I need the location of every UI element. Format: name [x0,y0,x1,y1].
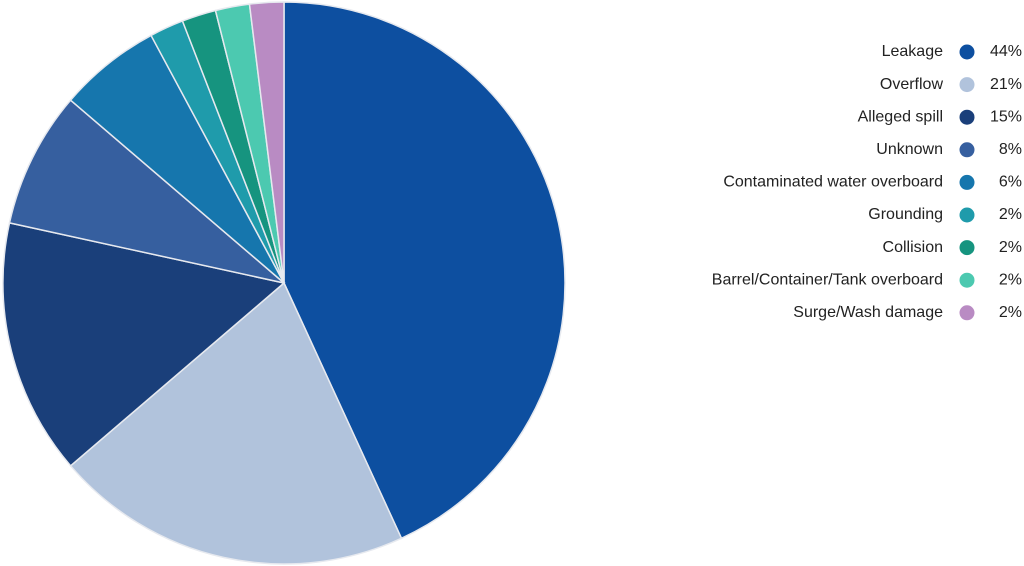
legend-swatch [959,272,975,288]
legend-swatch [959,77,975,93]
legend-swatch [959,109,975,125]
legend-label: Unknown [876,141,943,158]
legend-swatch [959,142,975,158]
pie-slice [248,1,285,284]
legend-label: Leakage [882,43,943,60]
legend-label: Overflow [880,76,944,93]
pie-slice [8,99,285,284]
legend-label: Grounding [868,206,943,223]
legend-value: 2% [999,206,1022,223]
legend-swatch [959,174,975,190]
legend-value: 2% [999,304,1022,321]
pie-slice [69,281,403,565]
legend-value: 2% [999,271,1022,288]
legend-label: Barrel/Container/Tank overboard [712,271,943,288]
legend-value: 2% [999,239,1022,256]
legend-swatch [959,207,975,223]
legend-value: 44% [990,43,1022,60]
legend-swatch [959,44,975,60]
legend-swatch [959,305,975,321]
legend-value: 8% [999,141,1022,158]
legend-label: Collision [883,239,943,256]
pie-slice [283,1,566,540]
legend-value: 15% [990,108,1022,125]
legend-label: Alleged spill [858,108,943,125]
pie-slice [2,221,286,467]
legend-value: 6% [999,174,1022,191]
legend-label: Surge/Wash damage [793,304,943,321]
legend-label: Contaminated water overboard [723,174,943,191]
legend-value: 21% [990,76,1022,93]
legend-swatch [959,240,975,256]
